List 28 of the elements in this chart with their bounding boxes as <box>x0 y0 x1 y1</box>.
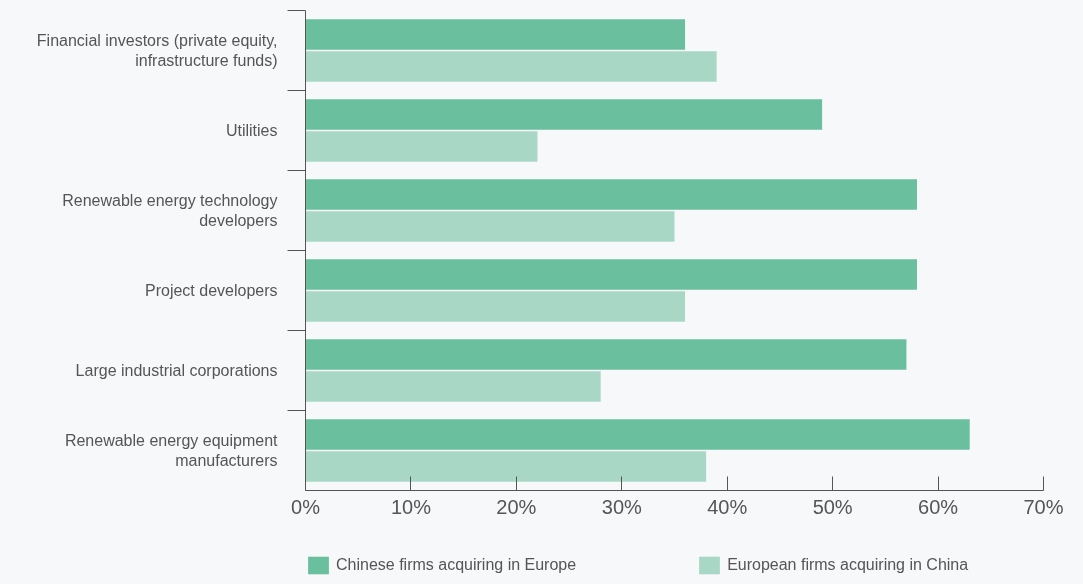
bar <box>305 19 686 50</box>
bar <box>305 371 601 402</box>
x-tick-label: 20% <box>496 495 537 518</box>
y-tick-label: Utilities <box>225 122 278 139</box>
bar <box>305 451 707 482</box>
y-tick-label: Renewable energy equipment manufacturers <box>64 431 279 470</box>
bar <box>305 131 538 162</box>
x-tick-label: 70% <box>1023 495 1064 518</box>
bar <box>305 211 675 242</box>
bar <box>305 179 917 210</box>
x-tick-label: 50% <box>812 495 853 518</box>
y-tick-label: Project developers <box>144 282 278 299</box>
y-tick-label: Renewable energy technology developers <box>62 191 278 230</box>
x-tick-label: 60% <box>918 495 959 518</box>
x-tick-label: 40% <box>707 495 748 518</box>
bar <box>305 339 907 370</box>
y-tick-label: Large industrial corporations <box>75 362 278 379</box>
y-tick-label: Financial investors (private equity, infrastructure funds) <box>36 31 278 70</box>
bar <box>305 291 686 322</box>
x-tick-label: 30% <box>601 495 643 518</box>
x-tick-label: 10% <box>390 495 432 518</box>
bar <box>305 259 917 290</box>
legend-label: European firms acquiring in China <box>727 556 969 574</box>
bar <box>305 51 717 82</box>
bar <box>305 419 970 450</box>
legend-label: Chinese firms acquiring in Europe <box>336 556 577 574</box>
x-tick-label: 0% <box>291 495 321 518</box>
bar <box>305 99 823 130</box>
